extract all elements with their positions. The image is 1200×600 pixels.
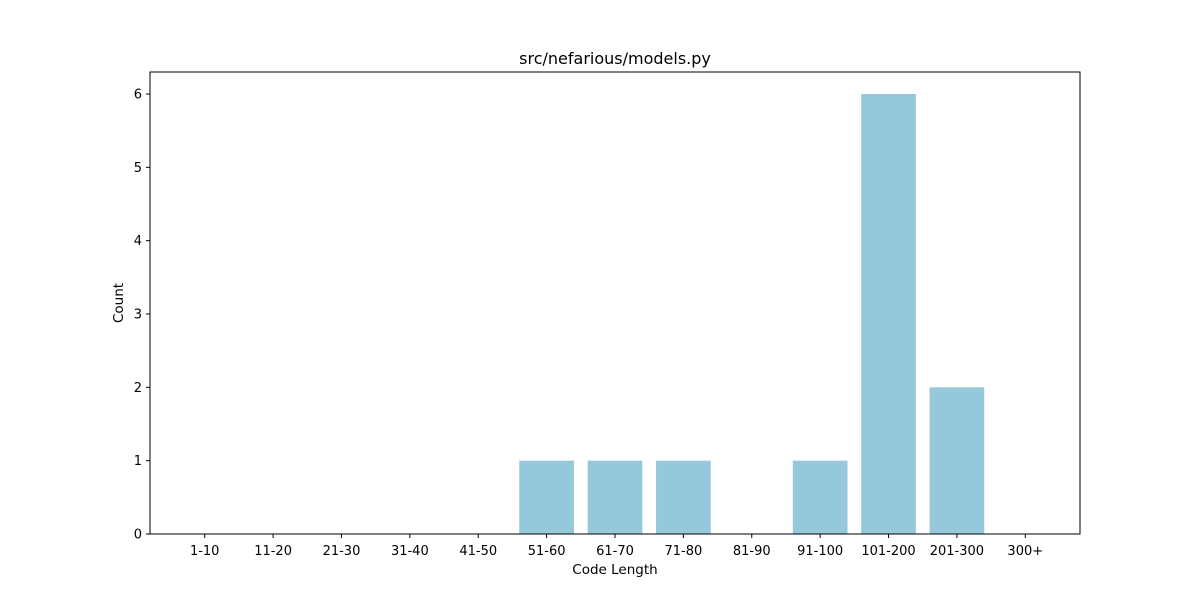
x-tick-label-71-80: 71-80 [664, 544, 702, 559]
y-axis-label: Count [111, 283, 127, 323]
bars-group [519, 94, 985, 534]
x-tick-label-21-30: 21-30 [323, 544, 361, 559]
y-tick-label-1: 1 [134, 454, 142, 469]
bar-201-300 [929, 387, 985, 534]
y-tick-label-5: 5 [134, 161, 142, 176]
x-tick-label-31-40: 31-40 [391, 544, 429, 559]
y-tick-label-0: 0 [134, 528, 142, 543]
y-tick-label-3: 3 [134, 308, 142, 323]
bar-91-100 [792, 460, 848, 534]
x-tick-label-1-10: 1-10 [190, 544, 220, 559]
x-tick-label-51-60: 51-60 [528, 544, 566, 559]
bar-101-200 [861, 94, 916, 534]
chart-title: src/nefarious/models.py [519, 49, 711, 68]
bar-61-70 [587, 460, 643, 534]
x-tick-label-91-100: 91-100 [797, 544, 843, 559]
x-tick-label-61-70: 61-70 [596, 544, 634, 559]
bar-51-60 [519, 460, 574, 534]
axes-group: 1-10 11-20 21-30 31-40 41-50 51-60 61-70 71-80 8… [134, 71, 1081, 559]
x-tick-label-81-90: 81-90 [733, 544, 771, 559]
x-tick-label-11-20: 11-20 [254, 544, 292, 559]
y-tick-label-2: 2 [134, 381, 142, 396]
x-tick-label-41-50: 41-50 [459, 544, 497, 559]
bar-71-80 [656, 460, 711, 534]
y-tick-label-4: 4 [134, 234, 142, 249]
x-tick-label-101-200: 101-200 [861, 544, 915, 559]
x-axis-label: Code Length [572, 562, 657, 578]
x-tick-label-300+: 300+ [1007, 544, 1043, 559]
y-tick-label-6: 6 [134, 88, 142, 103]
x-tick-label-201-300: 201-300 [930, 544, 984, 559]
